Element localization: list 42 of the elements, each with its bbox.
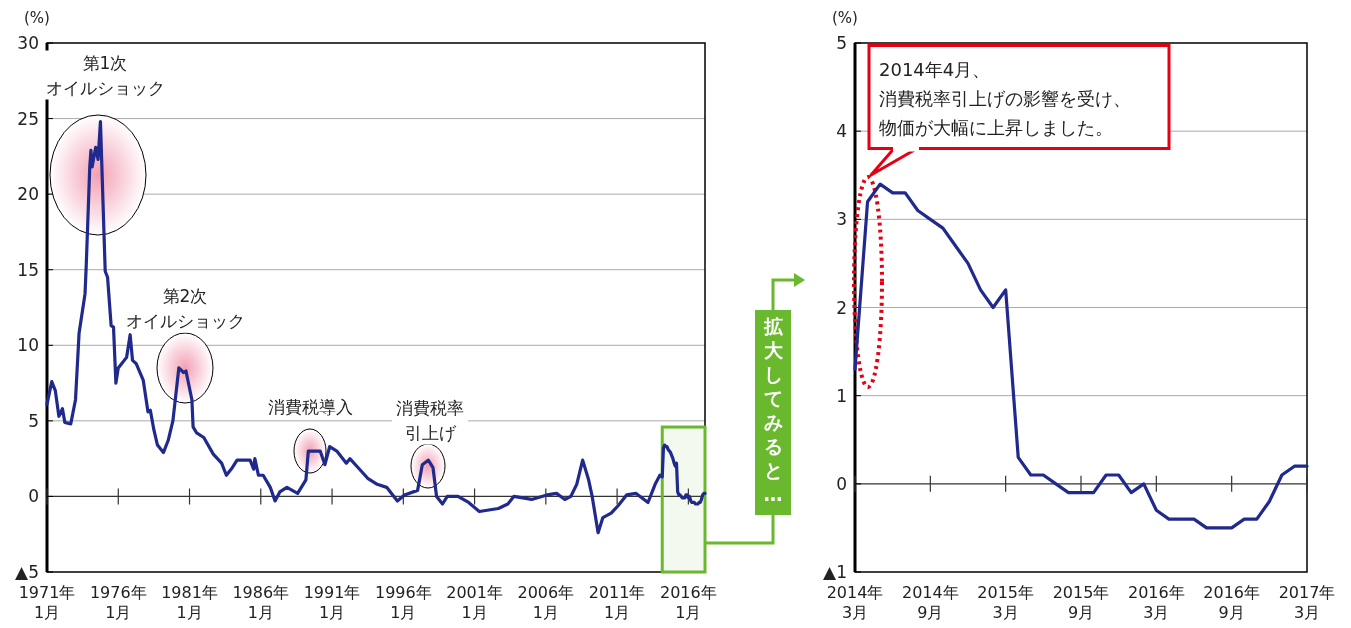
y-axis-title: (%)	[24, 9, 50, 27]
y-tick-label: 0	[28, 486, 39, 507]
y-tick-label: 3	[836, 209, 847, 230]
x-tick-label: 1971年 1月	[18, 583, 76, 622]
line-series	[853, 182, 1309, 530]
annotation: 2014年4月、消費税率引上げの影響を受け、物価が大幅に上昇しました。	[879, 58, 1131, 138]
y-tick-label: 0	[836, 473, 847, 494]
x-tick-label: 2014年 9月	[901, 583, 959, 622]
annotation: 消費税導入	[267, 397, 353, 417]
x-tick-label: 2011年 1月	[588, 583, 646, 622]
text: 拡大してみると…	[762, 315, 784, 505]
y-tick-label: ▲5	[15, 562, 39, 582]
x-tick-label: 1991年 1月	[303, 583, 361, 622]
x-tick-label: 2001年 1月	[446, 583, 503, 622]
x-tick-label: 2016年 1月	[660, 583, 717, 622]
y-tick-label: 15	[17, 259, 39, 280]
y-tick-label: 1	[836, 385, 847, 406]
y-axis-title: (%)	[832, 9, 858, 27]
line-series	[45, 119, 707, 535]
x-tick-label: 2017年 3月	[1278, 583, 1336, 622]
y-tick-label: 4	[836, 121, 847, 142]
x-tick-label: 2015年 3月	[977, 583, 1035, 622]
y-tick-label: ▲1	[823, 562, 847, 582]
x-tick-label: 1986年 1月	[232, 583, 290, 622]
y-tick-label: 30	[17, 33, 39, 53]
annotation: 第1次オイルショック	[45, 52, 165, 98]
x-tick-label: 2016年 9月	[1203, 583, 1261, 622]
annotation: 第2次オイルショック	[125, 285, 245, 331]
y-tick-label: 10	[17, 335, 39, 356]
x-tick-label: 2006年 1月	[517, 583, 575, 622]
x-tick-label: 2016年 3月	[1127, 583, 1185, 622]
x-tick-label: 1996年 1月	[374, 583, 432, 622]
x-tick-label: 1976年 1月	[89, 583, 147, 622]
y-tick-label: 20	[17, 184, 39, 205]
annotation: 消費税率引上げ	[396, 397, 464, 443]
y-tick-label: 2	[836, 297, 847, 318]
y-tick-label: 25	[17, 108, 39, 129]
x-tick-label: 1981年 1月	[161, 583, 218, 622]
x-tick-label: 2015年 9月	[1052, 583, 1110, 622]
x-tick-label: 2014年 3月	[826, 583, 884, 622]
y-tick-label: 5	[836, 33, 847, 53]
y-tick-label: 5	[28, 410, 39, 431]
